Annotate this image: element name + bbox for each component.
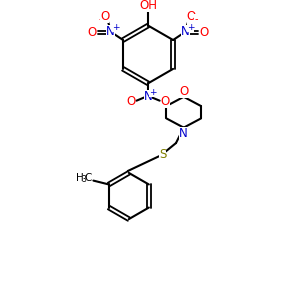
Text: OH: OH [139, 0, 157, 12]
Text: O: O [199, 26, 208, 39]
Text: O: O [161, 95, 170, 108]
Text: N: N [144, 90, 152, 103]
Text: +: + [149, 88, 157, 98]
Text: N: N [106, 25, 115, 38]
Text: -: - [194, 14, 198, 24]
Text: N: N [181, 25, 190, 38]
Text: -: - [98, 14, 102, 24]
Text: 3: 3 [81, 175, 86, 184]
Text: S: S [159, 148, 166, 161]
Text: O: O [179, 85, 188, 98]
Text: O: O [100, 11, 110, 23]
Text: O: O [187, 11, 196, 23]
Text: C: C [84, 173, 91, 183]
Text: O: O [88, 26, 97, 39]
Text: +: + [187, 23, 194, 32]
Text: H: H [76, 173, 84, 183]
Text: N: N [179, 127, 188, 140]
Text: +: + [112, 23, 119, 32]
Text: O: O [126, 95, 135, 108]
